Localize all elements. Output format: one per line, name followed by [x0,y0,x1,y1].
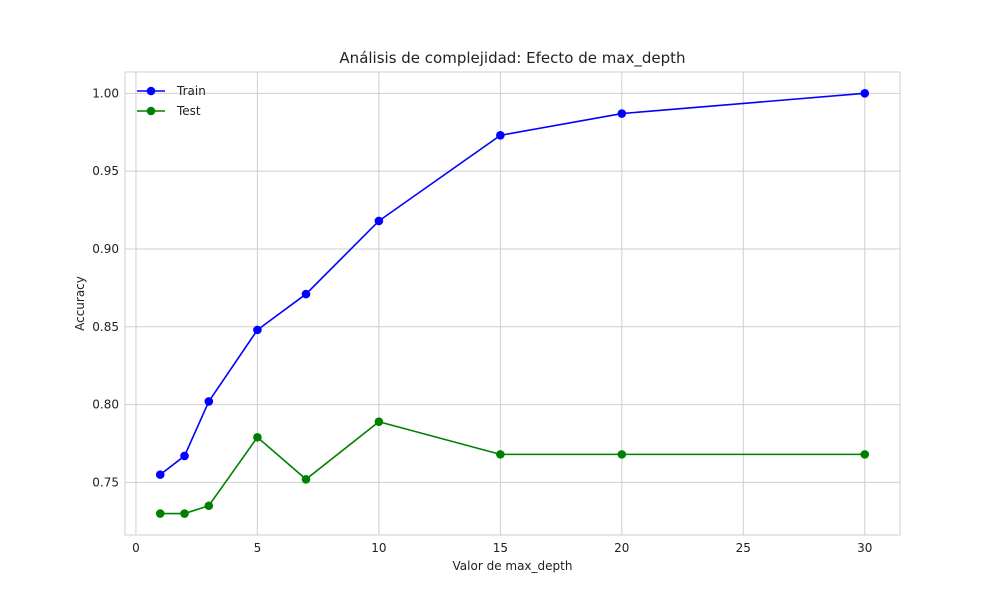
data-point-train [253,325,262,335]
x-axis-label: Valor de max_depth [453,559,573,573]
legend-item-train: Train [137,84,206,98]
data-point-train [617,109,627,118]
series-train [155,89,870,479]
data-point-test [253,432,262,442]
data-point-train [860,89,870,98]
y-tick-label: 0.90 [92,242,119,256]
y-tick-label: 0.75 [92,475,119,489]
data-point-test [860,450,870,459]
data-point-test [374,417,384,427]
x-tick-label: 10 [371,541,386,555]
series-test [155,417,870,518]
data-point-test [155,509,165,518]
x-tick-label: 0 [132,541,140,555]
x-tick-label: 30 [857,541,872,555]
data-point-test [180,509,189,518]
series-line-test [160,420,865,515]
data-point-test [617,450,627,459]
legend-label: Train [176,84,206,98]
data-point-test [301,474,311,484]
series-layer [155,89,870,518]
data-point-train [374,216,384,226]
data-point-train [301,289,311,299]
legend-marker [146,86,156,96]
y-tick-label: 1.00 [92,86,119,100]
data-point-test [496,450,505,459]
legend-item-test: Test [137,104,201,118]
data-point-train [204,397,214,406]
x-tick-label: 20 [614,541,629,555]
y-tick-label: 0.80 [92,398,119,412]
x-tick-label: 15 [493,541,508,555]
x-tick-label: 25 [736,541,751,555]
y-tick-label: 0.85 [92,320,119,334]
y-tick-label: 0.95 [92,164,119,178]
data-point-train [496,131,505,140]
series-line-train [159,92,865,476]
data-point-test [204,501,214,511]
chart-title: Análisis de complejidad: Efecto de max_d… [339,49,685,68]
plot-frame [124,71,901,536]
x-tick-label: 5 [254,541,262,555]
data-point-train [155,470,165,479]
axis-ticks: 0 5 10 15 20 25 30 0.75 0.80 0.85 0.90 0.95 1.00 [92,86,872,555]
legend-label: Test [176,104,201,118]
y-axis-label: Accuracy [73,276,87,331]
legend-marker [146,106,156,116]
grid [125,72,900,535]
data-point-train [180,451,189,461]
legend: Train Test [137,84,206,118]
